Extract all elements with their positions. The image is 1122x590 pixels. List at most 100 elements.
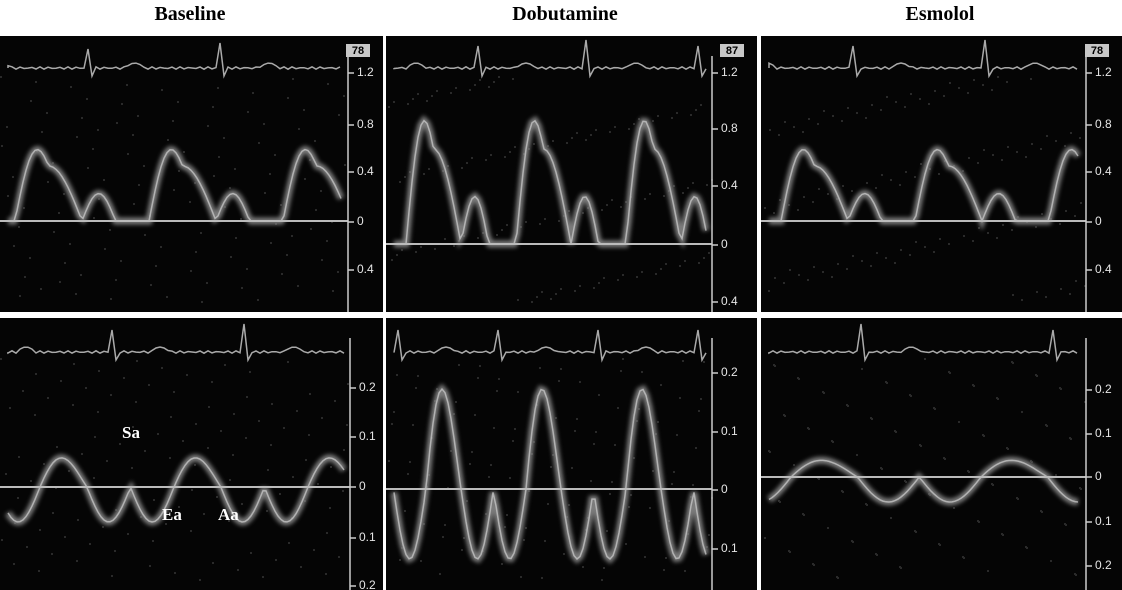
noise	[885, 257, 887, 259]
noise	[991, 89, 993, 91]
scale-label: 0.2	[1095, 558, 1112, 572]
noise	[841, 490, 843, 492]
noise	[77, 519, 79, 521]
noise	[663, 195, 665, 197]
noise	[53, 231, 55, 233]
noise	[189, 201, 191, 203]
noise	[1006, 447, 1008, 449]
noise	[474, 84, 476, 86]
noise	[1016, 497, 1018, 499]
noise	[85, 387, 87, 389]
noise	[297, 285, 299, 287]
noise	[603, 567, 605, 569]
noise	[590, 480, 592, 482]
noise	[493, 427, 495, 429]
noise	[797, 377, 799, 379]
noise	[698, 262, 700, 264]
noise	[972, 240, 974, 242]
noise	[64, 262, 66, 264]
noise	[208, 406, 210, 408]
noise	[396, 254, 398, 256]
noise	[539, 367, 541, 369]
noise	[1041, 213, 1043, 215]
noise	[665, 263, 667, 265]
noise	[0, 76, 2, 78]
noise	[909, 394, 911, 396]
noise	[783, 414, 785, 416]
heart-rate-box	[346, 44, 370, 57]
noise	[579, 381, 581, 383]
noise	[788, 204, 790, 206]
noise	[228, 520, 230, 522]
noise	[692, 484, 694, 486]
noise	[764, 537, 766, 539]
noise	[982, 84, 984, 86]
noise	[1040, 148, 1042, 150]
doppler-core	[394, 119, 707, 245]
noise	[444, 238, 446, 240]
noise	[190, 270, 192, 272]
noise	[104, 248, 106, 250]
noise	[523, 539, 525, 541]
noise	[620, 370, 622, 372]
noise	[802, 131, 804, 133]
noise	[1030, 78, 1032, 80]
annotation: Sa	[122, 423, 140, 442]
noise	[847, 107, 849, 109]
noise	[59, 281, 61, 283]
noise	[1055, 474, 1057, 476]
noise	[768, 290, 770, 292]
scale-label: 0	[721, 482, 728, 496]
noise	[262, 576, 264, 578]
noise	[286, 254, 288, 256]
noise	[895, 101, 897, 103]
noise	[880, 109, 882, 111]
noise	[504, 526, 506, 528]
noise	[803, 196, 805, 198]
noise	[420, 246, 422, 248]
noise	[157, 433, 159, 435]
noise	[161, 367, 163, 369]
noise	[1016, 151, 1018, 153]
heart-rate: 78	[1091, 45, 1103, 57]
noise	[1045, 424, 1047, 426]
noise	[115, 279, 117, 281]
noise	[190, 530, 192, 532]
noise	[851, 190, 853, 192]
noise	[30, 100, 32, 102]
noise	[1074, 573, 1076, 575]
noise	[890, 179, 892, 181]
noise	[203, 513, 205, 515]
noise	[609, 493, 611, 495]
noise	[784, 121, 786, 123]
noise	[673, 185, 675, 187]
noise	[1079, 487, 1081, 489]
scale-label: 0.4	[721, 178, 738, 192]
noise	[1036, 291, 1038, 293]
noise	[250, 552, 252, 554]
noise	[1006, 81, 1008, 83]
noise	[152, 540, 154, 542]
noise	[574, 290, 576, 292]
noise	[652, 120, 654, 122]
noise	[967, 470, 969, 472]
scale-label: 1.2	[721, 65, 738, 79]
noise	[474, 414, 476, 416]
noise	[939, 238, 941, 240]
noise	[264, 192, 266, 194]
noise	[885, 381, 887, 383]
noise	[18, 456, 20, 458]
noise	[58, 212, 60, 214]
noise	[423, 173, 425, 175]
noise	[1040, 510, 1042, 512]
noise	[258, 420, 260, 422]
scale-label: 0	[357, 214, 364, 228]
noise	[22, 390, 24, 392]
noise	[614, 126, 616, 128]
noise	[266, 510, 268, 512]
noise	[649, 507, 651, 509]
noise	[92, 148, 94, 150]
noise	[914, 530, 916, 532]
noise	[1084, 285, 1086, 287]
noise	[442, 536, 444, 538]
